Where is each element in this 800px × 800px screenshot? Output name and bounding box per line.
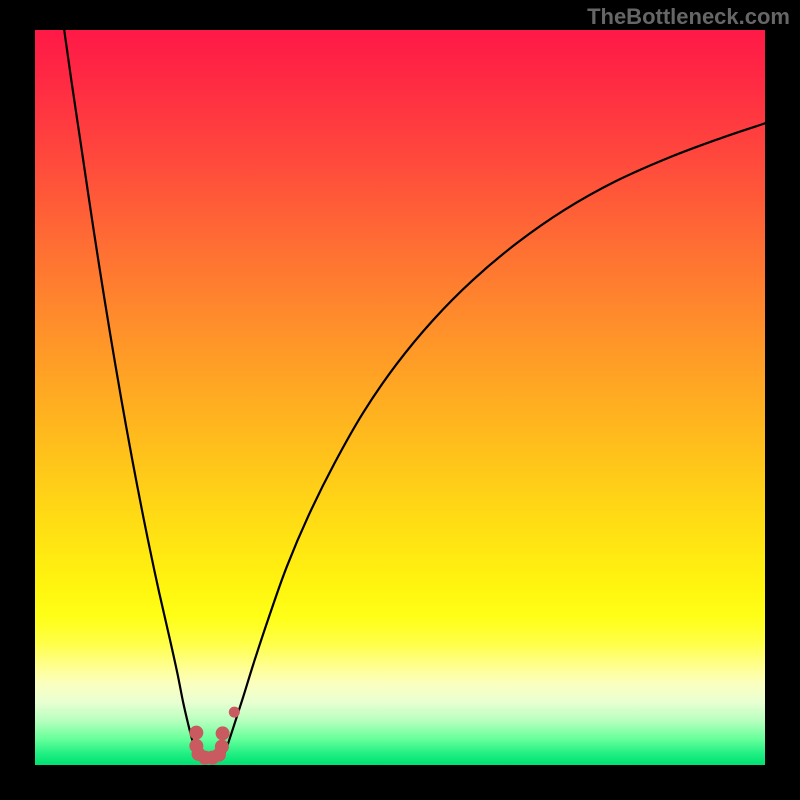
marker-point (229, 707, 240, 718)
marker-point (216, 726, 230, 740)
chart-container: TheBottleneck.com (0, 0, 800, 800)
marker-point (215, 740, 229, 754)
bottleneck-chart (35, 30, 765, 765)
gradient-background (35, 30, 765, 765)
marker-point (189, 726, 203, 740)
watermark-label: TheBottleneck.com (587, 4, 790, 30)
